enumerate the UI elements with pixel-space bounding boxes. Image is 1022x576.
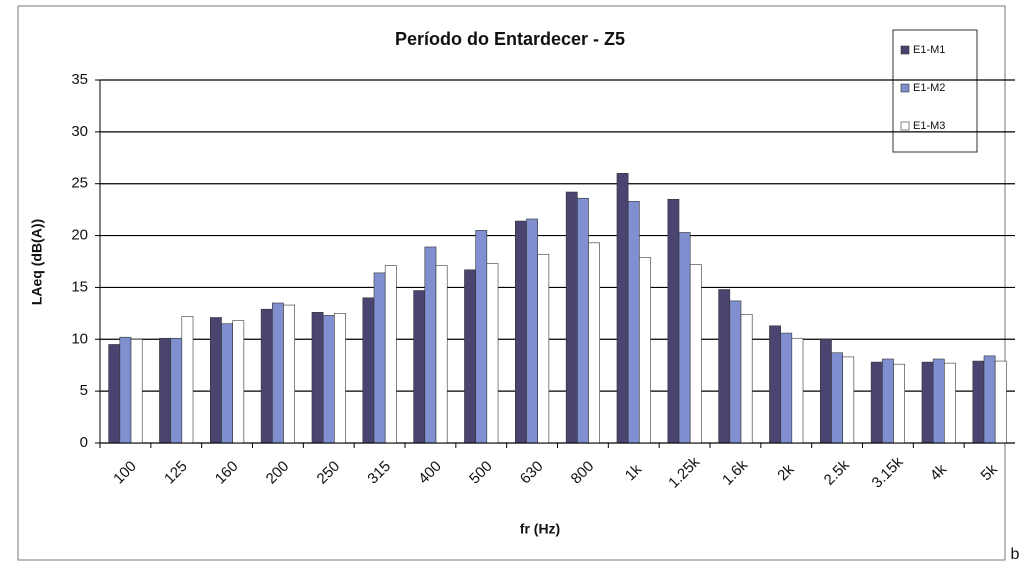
bar (526, 218, 538, 444)
bar (119, 336, 132, 444)
bar (667, 198, 680, 444)
bar (424, 246, 437, 444)
bar (362, 297, 375, 444)
bar (627, 201, 640, 444)
x-tick-label: 4k (927, 461, 951, 485)
bar (689, 264, 702, 444)
bar (944, 362, 956, 444)
bar (791, 337, 804, 444)
x-tick-label: 400 (415, 458, 445, 488)
bar (983, 355, 996, 444)
bar (221, 323, 233, 444)
bar (181, 316, 194, 444)
legend-label: E1-M2 (913, 82, 945, 94)
bar (384, 265, 397, 444)
x-tick-label: 315 (364, 458, 394, 488)
x-tick-label: 630 (517, 458, 547, 488)
bar (780, 332, 793, 444)
bar (769, 325, 781, 444)
bar (994, 360, 1007, 444)
bar (334, 313, 346, 444)
y-tick-label: 5 (80, 382, 88, 399)
legend-label: E1-M3 (913, 120, 945, 132)
bar (322, 315, 335, 444)
legend-swatch (900, 45, 910, 55)
x-tick-label: 200 (263, 458, 293, 488)
y-axis-label: LAeq (dB(A)) (29, 219, 45, 305)
bar (678, 232, 691, 444)
bar (588, 242, 600, 444)
y-tick-label: 15 (71, 278, 88, 295)
x-tick-label: 250 (314, 458, 344, 488)
x-axis-label: fr (Hz) (520, 521, 560, 537)
bar (639, 257, 651, 444)
bar (210, 317, 222, 444)
bar (893, 363, 905, 444)
x-tick-label: 2k (774, 461, 798, 485)
bar (842, 356, 855, 444)
bar (170, 337, 183, 444)
bar (921, 361, 934, 444)
bar (108, 344, 121, 444)
x-tick-label: 100 (110, 458, 140, 488)
bar (283, 304, 295, 444)
bar (565, 191, 578, 444)
chart-border (17, 5, 1006, 561)
y-tick-label: 30 (71, 123, 88, 140)
x-tick-label: 2.5k (821, 456, 853, 488)
bar (435, 265, 448, 444)
bar (260, 308, 273, 444)
legend-swatch (900, 121, 910, 131)
legend-label: E1-M1 (913, 44, 945, 56)
bar (311, 312, 324, 444)
y-tick-label: 0 (80, 434, 88, 451)
bar (870, 361, 883, 444)
bar (272, 302, 284, 444)
bar (972, 360, 985, 444)
x-tick-label: 1.6k (719, 456, 751, 488)
bar (413, 290, 426, 444)
bar (232, 320, 245, 444)
bar (831, 352, 843, 444)
bar (932, 358, 945, 444)
x-tick-label: 160 (212, 458, 242, 488)
y-tick-label: 35 (71, 71, 88, 88)
x-tick-label: 125 (161, 458, 191, 488)
x-tick-label: 1k (622, 461, 646, 485)
y-tick-label: 25 (71, 175, 88, 192)
x-tick-label: 5k (978, 461, 1002, 485)
y-tick-label: 20 (71, 227, 88, 244)
bar (464, 269, 476, 444)
bar (515, 220, 527, 444)
bar (718, 289, 731, 444)
bar (159, 337, 171, 444)
y-tick-label: 10 (71, 330, 88, 347)
bar (537, 253, 550, 444)
bar (820, 338, 832, 444)
bar (740, 314, 753, 444)
x-tick-label: 800 (568, 458, 598, 488)
bar (729, 300, 742, 444)
x-tick-label: 500 (466, 458, 496, 488)
bar (616, 173, 629, 444)
bar (486, 263, 499, 444)
x-tick-label: 1.25k (665, 453, 703, 491)
legend-swatch (900, 83, 910, 93)
bar (882, 358, 894, 444)
bar (373, 272, 386, 444)
corner-note: b (1011, 546, 1020, 563)
bar (475, 230, 488, 444)
x-tick-label: 3.15k (869, 453, 907, 491)
chart-title: Período do Entardecer - Z5 (395, 29, 625, 49)
bar (130, 338, 143, 444)
bar (577, 197, 589, 444)
